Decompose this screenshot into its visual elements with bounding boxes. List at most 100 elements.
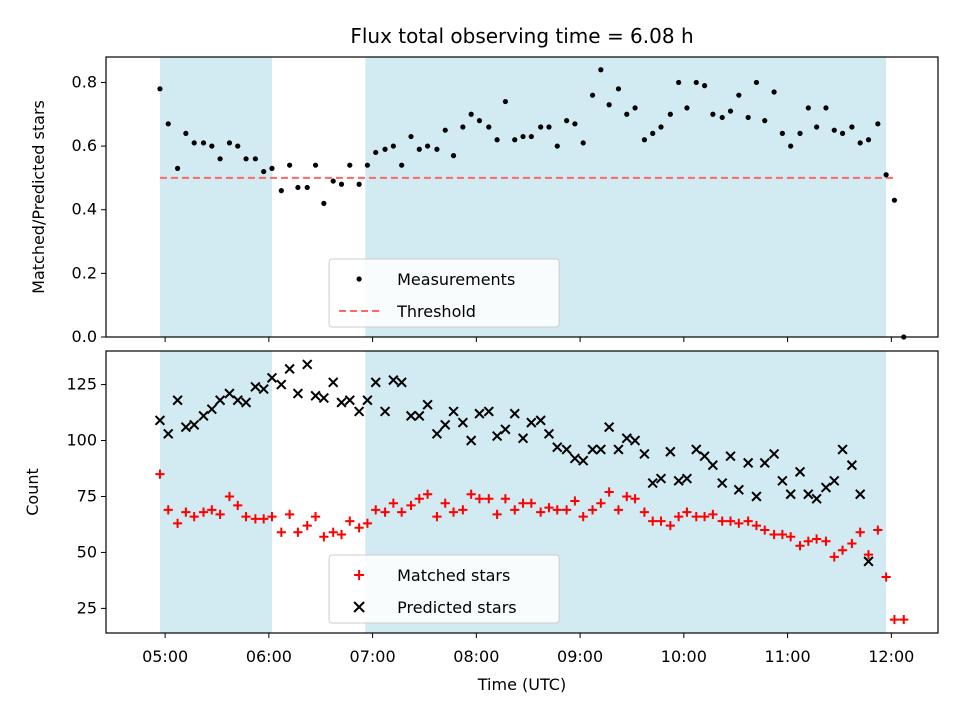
data-point xyxy=(812,534,822,544)
x-axis-ticks: 05:00 06:00 07:00 08:00 09:00 10:00 11:00 12:00 xyxy=(142,647,914,666)
data-point xyxy=(448,406,459,417)
data-point xyxy=(414,410,425,422)
data-point xyxy=(157,86,163,92)
data-point xyxy=(285,509,295,519)
data-point xyxy=(795,541,805,551)
data-point xyxy=(839,130,846,136)
data-point xyxy=(604,487,614,497)
data-point xyxy=(803,489,814,500)
data-point xyxy=(312,162,319,168)
data-point xyxy=(745,114,751,121)
data-point xyxy=(699,451,710,462)
data-point xyxy=(338,181,345,187)
data-point xyxy=(727,108,734,114)
shaded-interval xyxy=(159,57,272,337)
data-point xyxy=(676,79,682,86)
data-point xyxy=(304,184,310,191)
series-matched-stars xyxy=(155,469,909,625)
data-point xyxy=(572,121,578,127)
data-point xyxy=(189,419,200,430)
data-point xyxy=(382,146,388,152)
series-measurements xyxy=(157,67,907,340)
data-point xyxy=(397,507,407,517)
data-point xyxy=(829,552,839,562)
data-point xyxy=(717,516,727,526)
data-point xyxy=(794,466,806,477)
data-point xyxy=(224,388,235,399)
data-point xyxy=(837,444,848,455)
data-point xyxy=(587,505,598,515)
x-tick-label: 09:00 xyxy=(557,647,603,666)
data-point xyxy=(699,512,710,522)
data-point xyxy=(691,444,702,455)
data-point xyxy=(580,140,586,146)
data-point xyxy=(189,512,199,522)
data-point xyxy=(681,473,693,484)
data-point xyxy=(336,529,347,540)
data-point xyxy=(215,395,226,406)
data-point xyxy=(379,406,391,417)
data-point xyxy=(641,137,648,143)
data-point xyxy=(639,448,650,460)
y-tick-label: 125 xyxy=(66,375,97,394)
y-tick-label: 0.6 xyxy=(72,136,97,155)
data-point xyxy=(422,489,433,499)
data-point xyxy=(450,153,457,159)
data-point xyxy=(535,415,546,426)
x-axis-label: Time (UTC) xyxy=(477,675,566,694)
data-point xyxy=(665,446,676,457)
data-point xyxy=(707,460,718,471)
data-point xyxy=(155,469,165,479)
data-point xyxy=(821,536,831,546)
y-tick-label: 75 xyxy=(77,486,97,505)
data-point xyxy=(587,444,598,455)
legend-label: Threshold xyxy=(396,302,476,321)
data-point xyxy=(424,143,431,149)
x-tick-label: 12:00 xyxy=(868,647,914,666)
data-point xyxy=(632,105,638,111)
data-point xyxy=(595,444,606,455)
data-point xyxy=(820,482,832,493)
data-point xyxy=(538,124,544,130)
data-point xyxy=(552,505,562,515)
data-point xyxy=(863,550,874,560)
data-point xyxy=(606,102,612,108)
data-point xyxy=(380,507,390,517)
data-point xyxy=(589,92,596,98)
data-point xyxy=(250,381,261,392)
data-point xyxy=(432,512,442,522)
data-point xyxy=(364,162,371,168)
data-point xyxy=(769,529,779,540)
data-point xyxy=(857,140,863,146)
data-point xyxy=(899,614,909,625)
data-point xyxy=(371,505,381,515)
data-point xyxy=(406,500,416,511)
data-point xyxy=(362,518,373,528)
data-point xyxy=(613,505,624,515)
data-point xyxy=(823,105,829,111)
data-point xyxy=(526,498,536,508)
data-point xyxy=(422,399,433,410)
data-point xyxy=(543,428,555,439)
data-point xyxy=(293,527,303,537)
data-point xyxy=(656,516,666,526)
data-point xyxy=(172,395,183,406)
data-point xyxy=(855,489,866,500)
data-point xyxy=(710,111,716,117)
data-point xyxy=(416,146,422,152)
data-point xyxy=(598,67,604,73)
data-point xyxy=(811,493,822,504)
data-point xyxy=(483,406,494,417)
data-point xyxy=(276,379,287,390)
data-point xyxy=(354,523,364,533)
data-point xyxy=(743,457,754,469)
y-tick-label: 0.2 xyxy=(72,263,97,282)
data-point xyxy=(847,538,857,549)
data-point xyxy=(287,162,293,168)
data-point xyxy=(266,372,278,383)
data-point xyxy=(458,505,468,515)
data-point xyxy=(667,111,673,117)
data-point xyxy=(486,124,492,130)
data-point xyxy=(604,421,615,433)
